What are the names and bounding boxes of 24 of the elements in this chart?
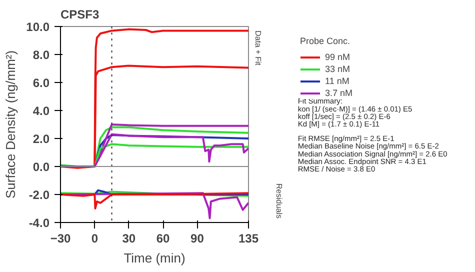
y-tick-label: 0.0 (32, 160, 50, 174)
text: Data + Fit (254, 30, 262, 66)
y-tick-label: 10.0 (26, 20, 50, 34)
x-tick-label: 60 (156, 232, 170, 246)
legend-label: 3.7 nM (325, 87, 353, 98)
text: Residuals (274, 183, 284, 219)
x-tick-label: 0 (91, 232, 98, 246)
legend-label: 33 nM (325, 63, 350, 75)
y-tick-label: 8.0 (32, 48, 50, 62)
y-tick-label: -2.0 (28, 188, 50, 202)
x-axis-title: Time (min) (124, 250, 186, 266)
y-axis-title: Surface Density (ng/mm²) (3, 50, 18, 199)
legend-title: Probe Conc. (300, 36, 352, 46)
x-tick-label: 90 (190, 232, 204, 246)
legend-label: 11 nM (325, 75, 350, 87)
chart-title: CPSF3 (60, 8, 100, 22)
y-tick-label: 6.0 (32, 76, 50, 90)
y-tick-label: 2.0 (32, 132, 50, 146)
legend-label: 99 nM (325, 51, 350, 63)
y-tick-label: -4.0 (28, 216, 50, 230)
x-tick-label: 135 (238, 232, 259, 246)
y-tick-label: 4.0 (32, 104, 50, 118)
x-tick-label: −30 (50, 232, 72, 246)
x-tick-label: 30 (122, 232, 136, 246)
